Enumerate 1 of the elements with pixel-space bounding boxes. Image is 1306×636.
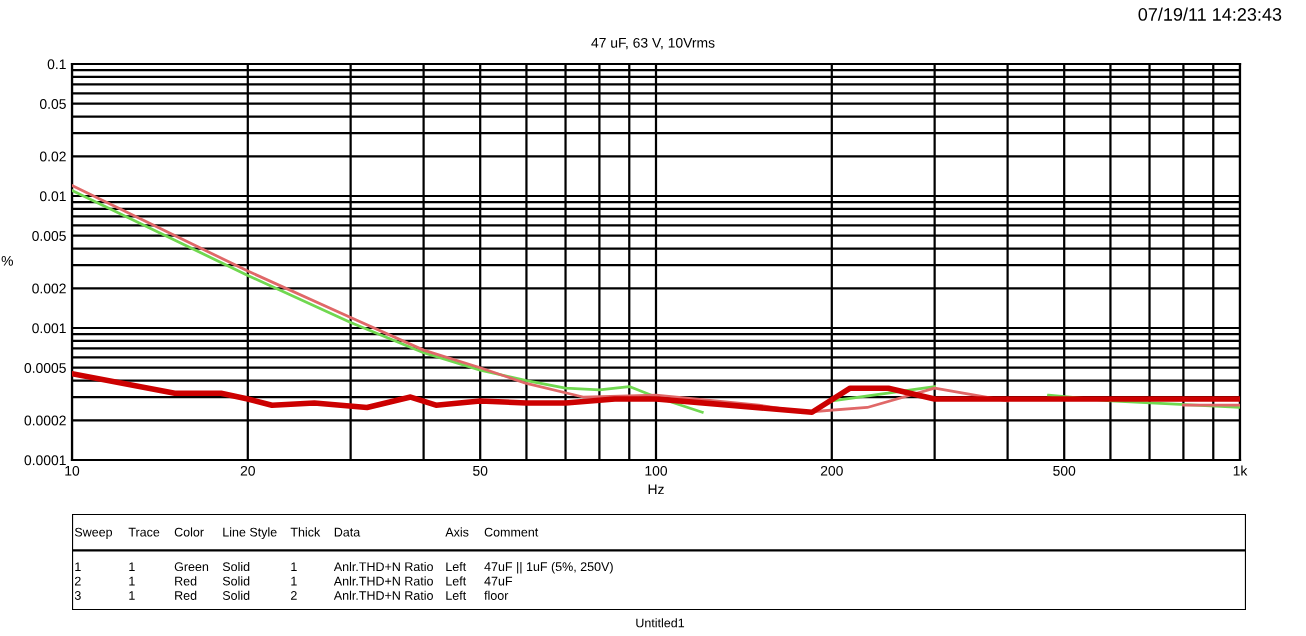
text: 07/19/11 14:23:43 — [1138, 7, 1282, 21]
